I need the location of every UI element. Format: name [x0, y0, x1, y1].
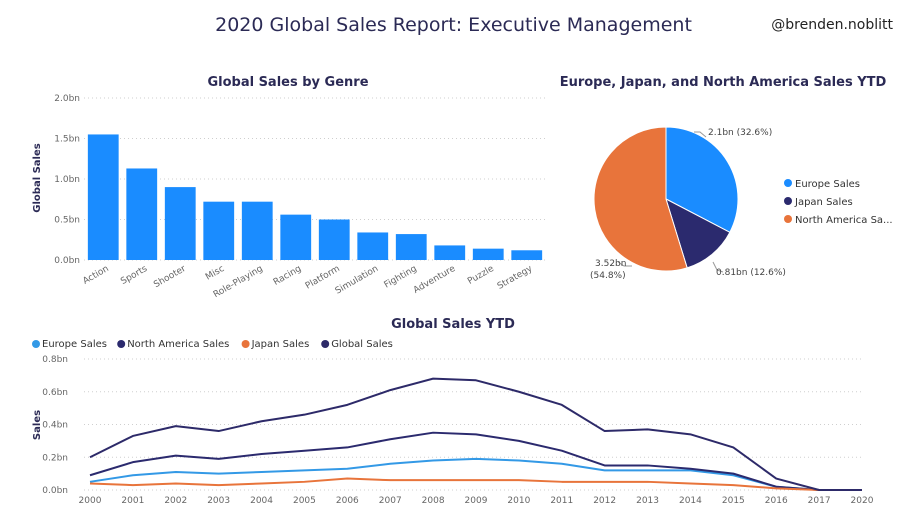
legend-japan[interactable]: Japan Sales [794, 197, 853, 208]
line-legend-dot [241, 340, 250, 348]
bar-strategy[interactable] [511, 250, 543, 260]
bar-y-tick: 0.5bn [54, 216, 80, 226]
bar-x-tick: Strategy [496, 264, 535, 292]
line-legend-dot [117, 340, 126, 348]
line-x-tick: 2011 [550, 496, 573, 506]
pie-chart-title: Europe, Japan, and North America Sales Y… [560, 75, 887, 90]
bar-sports[interactable] [126, 168, 158, 260]
pie-label-na-percent: (54.8%) [590, 271, 626, 281]
bar-simulation[interactable] [357, 232, 389, 260]
series-north-america-sales[interactable] [89, 431, 862, 491]
line-legend-item[interactable]: North America Sales [127, 339, 229, 350]
line-x-tick: 2000 [79, 496, 102, 506]
pie-slice[interactable] [665, 198, 731, 269]
line-x-tick: 2014 [679, 496, 702, 506]
bar-x-tick: Action [81, 264, 110, 287]
line-chart-ylabel: Sales [32, 410, 43, 440]
line-x-tick: 2010 [507, 496, 530, 506]
author-handle: @brenden.noblitt [771, 17, 893, 33]
line-y-tick: 0.2bn [42, 453, 68, 463]
bar-x-tick: Sports [119, 264, 149, 287]
series-japan-sales[interactable] [89, 477, 862, 491]
legend-dot-na [784, 215, 792, 223]
bar-x-tick: Misc [204, 264, 226, 283]
bar-action[interactable] [87, 134, 119, 260]
line-x-tick: 2005 [293, 496, 316, 506]
bar-x-tick: Puzzle [466, 264, 496, 287]
bar-shooter[interactable] [164, 187, 196, 260]
line-y-tick: 0.4bn [42, 421, 68, 431]
bar-x-tick: Shooter [152, 264, 188, 290]
bar-misc[interactable] [203, 201, 235, 260]
bar-racing[interactable] [280, 214, 312, 260]
line-legend-item[interactable]: Japan Sales [251, 339, 310, 350]
bar-y-tick: 1.0bn [54, 175, 80, 185]
line-y-tick: 0.8bn [42, 355, 68, 365]
line-x-tick: 2007 [379, 496, 402, 506]
legend-dot-europe [784, 179, 792, 187]
bar-y-tick: 0.0bn [54, 256, 80, 266]
bar-y-tick: 1.5bn [54, 135, 80, 145]
legend-europe[interactable]: Europe Sales [795, 179, 860, 190]
bar-chart-title: Global Sales by Genre [207, 75, 368, 90]
pie-slice[interactable] [593, 126, 688, 272]
line-x-tick: 2013 [636, 496, 659, 506]
genre-bar-chart: Global Sales by Genre Global Sales 0.0bn… [32, 75, 546, 300]
pie-slice[interactable] [665, 126, 739, 234]
pie-label-japan: 0.81bn (12.6%) [716, 268, 786, 278]
pie-label-europe: 2.1bn (32.6%) [708, 128, 772, 138]
bar-fighting[interactable] [395, 234, 427, 260]
line-x-tick: 2001 [121, 496, 144, 506]
line-x-tick: 2009 [465, 496, 488, 506]
line-x-tick: 2008 [422, 496, 445, 506]
bar-role-playing[interactable] [241, 201, 273, 260]
series-global-sales[interactable] [89, 377, 862, 491]
line-legend-item[interactable]: Global Sales [331, 339, 393, 350]
bar-y-tick: 2.0bn [54, 94, 80, 104]
line-chart-title: Global Sales YTD [391, 317, 515, 332]
line-x-tick: 2012 [593, 496, 616, 506]
line-x-tick: 2002 [164, 496, 187, 506]
line-y-tick: 0.0bn [42, 486, 68, 496]
line-x-tick: 2020 [851, 496, 874, 506]
series-europe-sales[interactable] [89, 457, 862, 491]
line-legend-dot [321, 340, 330, 348]
legend-north-america[interactable]: North America Sa... [795, 215, 893, 226]
bar-x-tick: Racing [272, 264, 303, 288]
line-y-tick: 0.6bn [42, 388, 68, 398]
line-legend-dot [32, 340, 40, 348]
line-x-tick: 2016 [765, 496, 788, 506]
pie-label-na-value: 3.52bn [595, 259, 626, 269]
legend-dot-japan [784, 197, 792, 205]
bar-x-tick: Simulation [334, 264, 381, 297]
bar-x-tick: Adventure [412, 264, 458, 296]
bar-chart-ylabel: Global Sales [32, 143, 43, 212]
line-x-tick: 2017 [808, 496, 831, 506]
report-title: 2020 Global Sales Report: Executive Mana… [215, 14, 692, 36]
line-x-tick: 2003 [207, 496, 230, 506]
line-x-tick: 2006 [336, 496, 359, 506]
bar-puzzle[interactable] [472, 248, 504, 260]
bar-adventure[interactable] [434, 245, 466, 260]
line-x-tick: 2015 [722, 496, 745, 506]
bar-platform[interactable] [318, 219, 350, 261]
line-legend-item[interactable]: Europe Sales [42, 339, 107, 350]
line-x-tick: 2004 [250, 496, 273, 506]
